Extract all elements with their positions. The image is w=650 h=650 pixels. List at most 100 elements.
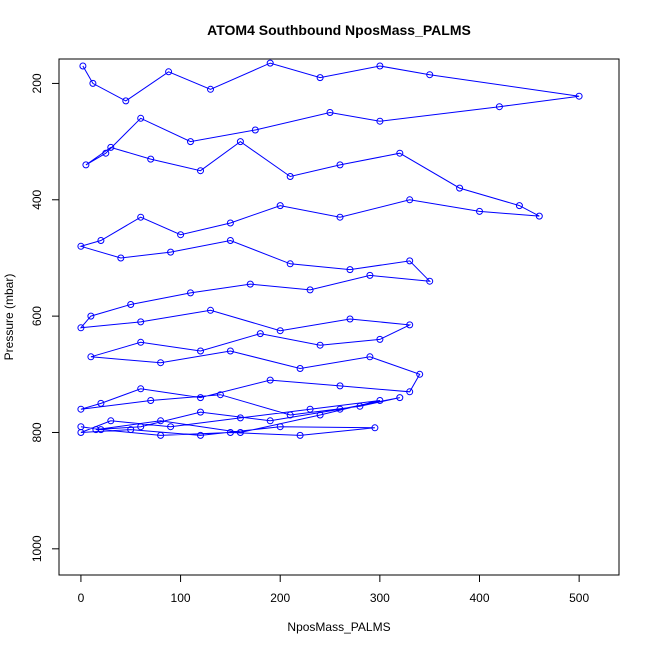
data-point xyxy=(147,397,155,404)
x-axis: 0 100 200 300 400 500 xyxy=(78,574,589,605)
data-point xyxy=(77,242,85,250)
data-point xyxy=(137,385,145,393)
data-point xyxy=(266,59,274,67)
y-tick-label: 1000 xyxy=(30,535,44,562)
data-point xyxy=(157,431,165,439)
data-point xyxy=(346,315,354,323)
x-tick-label: 200 xyxy=(270,591,290,605)
data-point xyxy=(127,301,135,308)
data-point xyxy=(167,248,175,256)
data-point xyxy=(376,117,384,125)
data-point xyxy=(256,330,264,338)
y-axis-label: Pressure (mbar) xyxy=(2,274,16,361)
data-point xyxy=(216,391,224,399)
data-point xyxy=(177,231,185,239)
data-point xyxy=(371,424,379,432)
data-point xyxy=(165,68,173,76)
data-point xyxy=(207,306,214,314)
data-point xyxy=(476,207,483,215)
data-point xyxy=(456,184,464,192)
data-point xyxy=(336,405,344,413)
data-point xyxy=(296,365,304,372)
data-point xyxy=(102,149,110,157)
data-point xyxy=(82,161,90,169)
data-point xyxy=(197,394,204,402)
data-point xyxy=(406,257,414,265)
data-point xyxy=(137,114,145,122)
data-point xyxy=(77,405,85,413)
data-point xyxy=(246,280,254,288)
data-point xyxy=(396,149,404,157)
plot-frame xyxy=(58,58,620,576)
data-point xyxy=(266,417,274,425)
data-point xyxy=(326,109,334,116)
data-point xyxy=(535,212,543,220)
data-point xyxy=(336,161,344,169)
data-point xyxy=(137,338,145,346)
data-point xyxy=(376,397,384,404)
data-point xyxy=(426,71,434,79)
data-point xyxy=(251,126,259,134)
data-point xyxy=(236,429,244,436)
data-point xyxy=(376,62,384,70)
data-point xyxy=(89,79,97,87)
data-point xyxy=(187,289,194,297)
data-point xyxy=(336,213,344,221)
data-point xyxy=(366,353,374,361)
data-point xyxy=(356,402,364,410)
data-point xyxy=(515,202,523,210)
data-point xyxy=(495,103,503,111)
data-point xyxy=(236,138,244,146)
data-point xyxy=(276,202,284,210)
data-point xyxy=(575,92,583,100)
data-point xyxy=(122,97,130,105)
y-tick-label: 400 xyxy=(30,189,44,209)
data-point xyxy=(226,347,234,355)
data-point xyxy=(197,431,204,439)
data-point xyxy=(286,173,294,180)
data-point xyxy=(167,423,175,431)
data-point xyxy=(87,312,95,320)
data-point xyxy=(276,327,284,335)
data-point xyxy=(147,155,155,163)
data-point xyxy=(157,417,165,425)
x-tick-label: 100 xyxy=(171,591,191,605)
data-point xyxy=(366,271,374,279)
data-point xyxy=(107,143,115,151)
x-tick-label: 300 xyxy=(370,591,390,605)
data-point xyxy=(236,414,244,422)
data-point xyxy=(187,138,194,146)
data-point xyxy=(77,324,85,332)
data-point xyxy=(316,341,324,349)
x-tick-label: 0 xyxy=(78,591,85,605)
chart-title: ATOM4 Southbound NposMass_PALMS xyxy=(207,22,471,38)
data-point xyxy=(376,335,384,343)
data-point xyxy=(286,411,294,419)
series-layer xyxy=(77,59,583,439)
y-tick-label: 800 xyxy=(30,422,44,442)
data-point xyxy=(97,426,105,434)
data-point xyxy=(316,411,324,419)
data-point xyxy=(406,388,414,396)
data-point xyxy=(226,219,234,227)
data-point xyxy=(207,85,214,93)
data-point xyxy=(286,260,294,268)
data-point xyxy=(426,277,434,285)
data-point xyxy=(137,213,145,221)
data-point xyxy=(416,370,424,378)
data-point xyxy=(107,417,115,425)
data-point xyxy=(137,423,145,431)
data-point xyxy=(97,237,105,244)
data-point xyxy=(306,286,314,294)
data-point xyxy=(97,399,105,407)
data-point xyxy=(197,347,204,355)
data-point xyxy=(406,196,414,204)
data-point xyxy=(197,167,204,175)
data-point xyxy=(77,423,85,431)
data-point xyxy=(396,394,404,402)
x-axis-label: NposMass_PALMS xyxy=(287,620,390,634)
data-point xyxy=(406,321,414,329)
data-point xyxy=(296,431,304,439)
